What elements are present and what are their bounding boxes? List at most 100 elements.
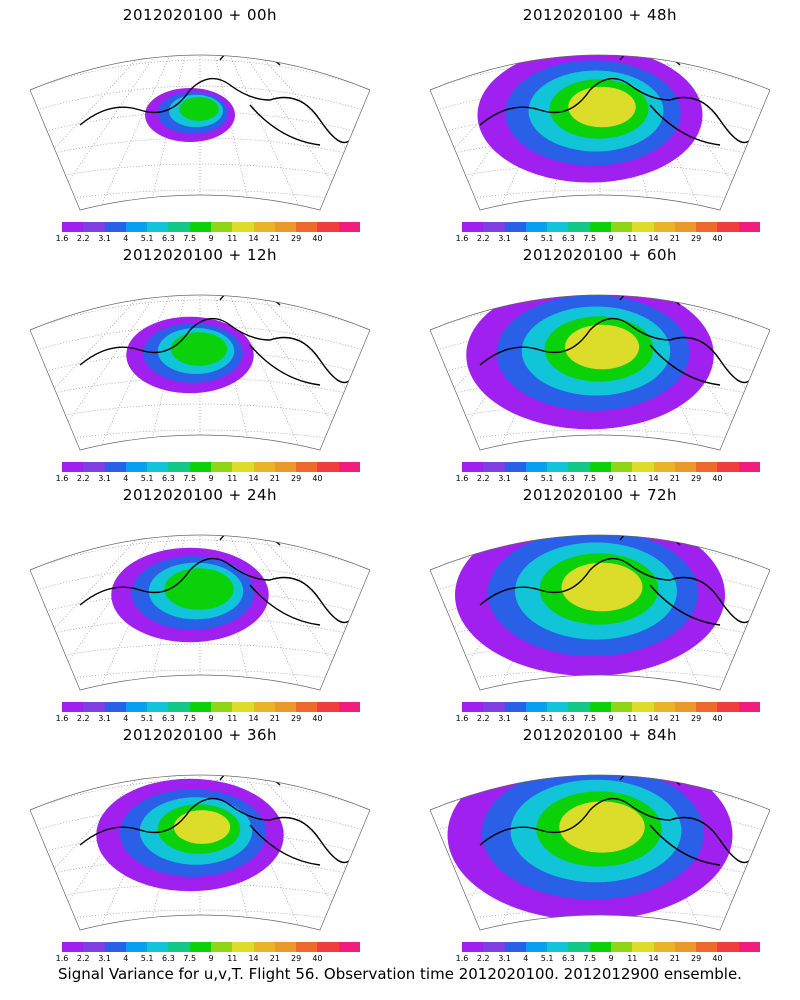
colorbar-tick-label: 4: [523, 954, 529, 963]
colorbar-tick-label: 7.5: [183, 954, 197, 963]
colorbar-cell: [589, 462, 611, 472]
colorbar-tick-label: 29: [291, 474, 302, 483]
meridian-line: [199, 775, 370, 930]
colorbar-cell: [232, 462, 254, 472]
variance-contour: [559, 801, 645, 853]
colorbar-tick-label: 2.2: [476, 954, 490, 963]
colorbar-tick-label: 11: [627, 474, 638, 483]
polar-map: [429, 534, 771, 691]
colorbar-tick-label: 40: [712, 954, 723, 963]
colorbar-cell: [462, 462, 484, 472]
colorbar-tick-label: 4: [123, 234, 129, 243]
colorbar-cell: [674, 702, 697, 712]
meridian-line: [599, 55, 770, 210]
colorbar-tick-label: 9: [208, 954, 214, 963]
colorbar-cell: [462, 942, 484, 952]
colorbar-tick-label: 4: [523, 714, 529, 723]
colorbar-tick-label: 14: [248, 714, 259, 723]
colorbar-cell: [674, 942, 697, 952]
colorbar-cell: [296, 942, 318, 952]
polar-map: [29, 54, 371, 211]
colorbar-cell: [189, 222, 211, 232]
colorbar-cell: [632, 222, 654, 232]
variance-contour: [173, 810, 231, 844]
colorbar-cell: [83, 702, 105, 712]
colorbar-tick-label: 29: [291, 954, 302, 963]
colorbar-cell: [296, 222, 318, 232]
colorbar-tick-label: 14: [648, 954, 659, 963]
colorbar-tick-label: 3.1: [98, 234, 111, 243]
colorbar-cell: [274, 702, 297, 712]
colorbar-cell: [83, 942, 105, 952]
colorbar-cell: [568, 462, 590, 472]
colorbar-cell: [547, 942, 569, 952]
colorbar-cell: [653, 222, 675, 232]
latitude-line: [30, 669, 370, 690]
colorbar-tick-label: 3.1: [498, 234, 511, 243]
colorbar-tick-label: 40: [312, 714, 323, 723]
colorbar: [462, 462, 760, 472]
colorbar-cell: [125, 942, 148, 952]
colorbar-tick-label: 21: [269, 474, 280, 483]
colorbar-cell: [104, 462, 126, 472]
colorbar-tick-label: 3.1: [98, 954, 111, 963]
colorbar-cell: [296, 702, 318, 712]
colorbar-cell: [317, 942, 339, 952]
map-boundary: [29, 54, 371, 211]
colorbar-cell: [610, 702, 633, 712]
colorbar-cell: [717, 222, 739, 232]
colorbar-cell: [462, 702, 484, 712]
colorbar-tick-label: 29: [291, 714, 302, 723]
colorbar-cell: [610, 462, 633, 472]
colorbar-cell: [210, 462, 233, 472]
colorbar: [62, 222, 360, 232]
colorbar-cell: [525, 462, 548, 472]
colorbar-cell: [274, 462, 297, 472]
colorbar-cell: [525, 222, 548, 232]
colorbar-tick-label: 14: [648, 474, 659, 483]
colorbar-tick-label: 14: [248, 474, 259, 483]
colorbar-tick-label: 21: [269, 954, 280, 963]
colorbar-tick-label: 3.1: [98, 714, 111, 723]
colorbar-tick-label: 6.3: [162, 714, 175, 723]
colorbar-cell: [525, 702, 548, 712]
latitude-line: [30, 59, 370, 101]
colorbar-tick-label: 11: [627, 954, 638, 963]
colorbar-cell: [738, 462, 760, 472]
colorbar-cell: [189, 942, 211, 952]
panel-title: 2012020100 + 84h: [522, 726, 678, 744]
map-boundary: [429, 774, 771, 931]
colorbar-cell: [483, 942, 505, 952]
colorbar-tick-label: 21: [669, 474, 680, 483]
colorbar-cell: [62, 462, 84, 472]
colorbar-cell: [189, 462, 211, 472]
colorbar-tick-label: 2.2: [76, 954, 90, 963]
colorbar-tick-label: 1.6: [455, 714, 469, 723]
colorbar-tick-label: 1.6: [455, 954, 469, 963]
colorbar-tick-label: 4: [123, 474, 129, 483]
colorbar-cell: [696, 702, 718, 712]
colorbar-tick-label: 29: [691, 234, 702, 243]
meridian-line: [30, 775, 201, 930]
colorbar-tick-label: 40: [312, 474, 323, 483]
polar-map: [29, 294, 371, 451]
colorbar-cell: [253, 222, 275, 232]
colorbar-cell: [104, 222, 126, 232]
colorbar-cell: [738, 942, 760, 952]
polar-map: [29, 774, 371, 931]
colorbar-tick-label: 3.1: [98, 474, 111, 483]
colorbar-tick-label: 7.5: [583, 714, 597, 723]
latitude-line: [430, 299, 770, 341]
colorbar-tick-label: 5.1: [540, 714, 554, 723]
colorbar-cell: [632, 462, 654, 472]
panel-title: 2012020100 + 72h: [522, 486, 678, 504]
map-boundary: [429, 534, 771, 691]
colorbar-tick-label: 1.6: [55, 234, 69, 243]
latitude-line: [430, 59, 770, 101]
colorbar-cell: [610, 222, 633, 232]
colorbar-tick-label: 7.5: [583, 954, 597, 963]
colorbar-tick-label: 11: [227, 474, 238, 483]
colorbar-tick-label: 9: [208, 474, 214, 483]
colorbar-tick-label: 29: [291, 234, 302, 243]
colorbar-cell: [104, 942, 126, 952]
